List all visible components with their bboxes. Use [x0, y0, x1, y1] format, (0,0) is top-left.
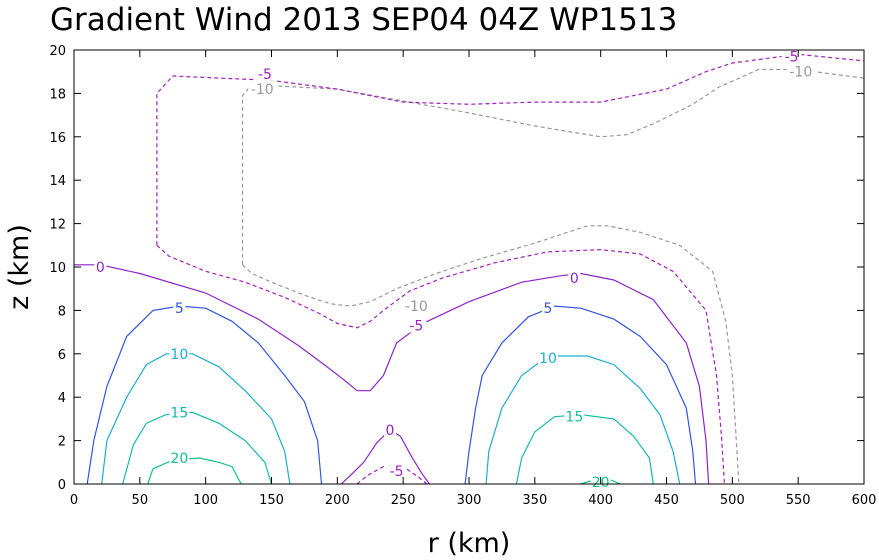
y-axis-label: z (km)	[4, 224, 35, 310]
y-tick-label-9: 18	[49, 87, 66, 102]
contour-label-bg-6	[386, 462, 407, 478]
contour-label-0: -10	[405, 299, 428, 315]
x-tick-label-8: 400	[588, 493, 613, 508]
contour-label-10: 5	[175, 301, 184, 317]
y-axis: 0 2 4 6 8 10 12 14 16 18 20	[49, 44, 864, 493]
contour-neg10-line-1	[241, 68, 865, 265]
contour-label-bg-16	[169, 449, 190, 465]
contour-label-bg-5	[781, 48, 802, 64]
contour-label-7: 0	[96, 260, 105, 276]
contour-label-bg-7	[94, 259, 107, 274]
contour-5-line-0	[86, 305, 323, 485]
contour-label-1: -10	[251, 82, 274, 98]
plot-frame	[73, 49, 865, 485]
contour-label-bg-13	[538, 350, 558, 366]
contour-neg5-line-1	[156, 53, 865, 246]
contour-label-bg-1	[248, 81, 277, 97]
y-tick-label-8: 16	[49, 131, 66, 146]
x-tick-label-9: 450	[654, 493, 679, 508]
contour-label-4: -5	[258, 67, 272, 83]
contour-label-bg-8	[568, 269, 581, 285]
contour-label-16: 20	[170, 451, 188, 467]
contour-label-5: -5	[785, 50, 799, 66]
x-tick-label-3: 150	[259, 493, 284, 508]
contour-label-8: 0	[570, 271, 579, 287]
contour-label-14: 15	[170, 405, 188, 421]
x-tick-label-5: 250	[391, 493, 416, 508]
y-tick-label-0: 0	[58, 478, 66, 493]
contour-10-line-1	[485, 355, 681, 485]
contour-label-3: -5	[409, 319, 423, 335]
contour-neg10-line-0	[242, 225, 740, 485]
contour-neg5-line-0	[156, 244, 725, 485]
contour-label-13: 10	[539, 351, 557, 367]
contour-15-line-0	[122, 411, 273, 485]
contour-label-12: 10	[170, 347, 188, 363]
contour-label-bg-9	[384, 421, 396, 437]
x-axis-label: r (km)	[428, 528, 511, 559]
contour-label-15: 15	[565, 410, 583, 426]
y-tick-label-2: 4	[58, 391, 66, 406]
contour-10-line-0	[101, 353, 291, 485]
x-tick-label-4: 200	[325, 493, 350, 508]
contour-0-line-0	[74, 264, 710, 485]
y-tick-label-3: 6	[58, 348, 66, 363]
x-tick-label-2: 100	[193, 493, 218, 508]
contour-neg5-line-2	[356, 466, 428, 485]
contour-label-9: 0	[386, 423, 395, 439]
contour-label-bg-2	[786, 63, 815, 79]
y-tick-label-7: 14	[49, 174, 66, 189]
x-tick-label-12: 600	[852, 493, 877, 508]
contour-label-bg-15	[564, 408, 585, 424]
contour-15-line-1	[515, 413, 654, 485]
x-axis: 0 50 100 150 200 250 300 350 400 450 500 550 600	[70, 50, 877, 508]
x-tick-label-0: 0	[70, 493, 78, 508]
contour-label-bg-10	[173, 300, 186, 316]
contour-lines	[74, 53, 865, 485]
contour-label-bg-0	[402, 298, 431, 314]
contour-label-11: 5	[544, 301, 553, 317]
contour-label-bg-3	[406, 317, 427, 333]
contour-label-bg-12	[169, 345, 190, 361]
contour-20-line-0	[147, 457, 242, 485]
x-tick-label-6: 300	[457, 493, 482, 508]
contour-label-bg-11	[542, 300, 554, 316]
contour-label-6: -5	[390, 464, 404, 480]
contour-label-bg-14	[169, 404, 190, 420]
y-tick-label-10: 20	[49, 44, 66, 59]
x-tick-label-1: 50	[132, 493, 149, 508]
contour-label-bg-4	[254, 65, 275, 81]
y-tick-label-6: 12	[49, 218, 66, 233]
x-tick-label-10: 500	[720, 493, 745, 508]
contour-5-line-1	[464, 305, 697, 485]
y-tick-label-4: 8	[58, 304, 66, 319]
x-tick-label-11: 550	[786, 493, 811, 508]
x-tick-label-7: 350	[522, 493, 547, 508]
y-tick-label-5: 10	[49, 261, 66, 276]
y-tick-label-1: 2	[58, 435, 66, 450]
chart-title: Gradient Wind 2013 SEP04 04Z WP1513	[50, 2, 677, 38]
contour-label-2: -10	[789, 65, 812, 81]
